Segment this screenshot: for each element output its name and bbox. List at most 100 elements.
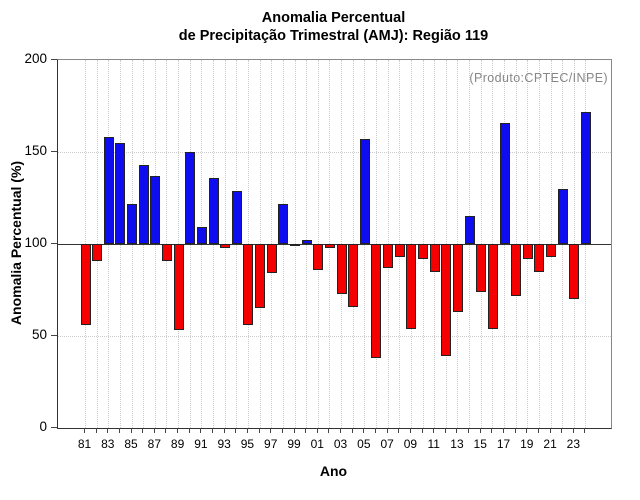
y-tick-label: 150	[24, 143, 47, 158]
x-tick	[351, 428, 353, 433]
x-tick	[305, 428, 307, 433]
x-tick	[421, 428, 423, 433]
x-tick	[584, 428, 586, 433]
bar-23	[569, 244, 580, 300]
y-tick-label: 0	[39, 419, 47, 434]
x-tick-label: 21	[543, 437, 557, 451]
x-tick	[246, 428, 248, 433]
x-tick-label: 01	[310, 437, 324, 451]
y-tick	[51, 242, 57, 244]
chart-title-line2: de Precipitação Trimestral (AMJ): Região…	[178, 28, 489, 44]
bar-85	[127, 203, 138, 244]
x-tick	[328, 428, 330, 433]
x-tick	[165, 428, 167, 433]
bar-98	[278, 203, 289, 244]
x-tick	[84, 428, 85, 433]
x-tick	[514, 428, 516, 433]
bar-22	[557, 188, 568, 244]
bar-88	[161, 244, 172, 261]
x-tick-label: 81	[77, 437, 92, 451]
bar-08	[394, 244, 405, 257]
x-tick	[433, 428, 435, 433]
bar-82	[92, 244, 103, 261]
x-tick	[200, 428, 202, 433]
chart-title-line1: Anomalia Percentual	[261, 10, 406, 26]
x-tick-label: 99	[287, 437, 301, 451]
x-tick	[374, 428, 376, 433]
bar-90	[185, 152, 196, 244]
x-tick-label: 05	[357, 437, 371, 451]
x-tick-label: 09	[403, 437, 418, 451]
x-tick	[177, 428, 179, 433]
bar-96	[255, 244, 266, 309]
x-tick	[223, 428, 225, 433]
bar-01	[313, 244, 324, 270]
bar-17	[499, 122, 510, 244]
bar-99	[290, 244, 300, 246]
x-tick-label: 83	[101, 437, 115, 451]
x-tick-label: 17	[496, 437, 511, 451]
x-tick	[340, 428, 342, 433]
x-tick	[270, 428, 272, 433]
bar-21	[546, 244, 557, 257]
x-tick-label: 23	[566, 437, 581, 451]
x-tick	[456, 428, 458, 433]
x-tick-label: 07	[380, 437, 394, 451]
y-tick	[51, 58, 57, 60]
bar-19	[522, 244, 533, 259]
x-tick	[316, 428, 318, 433]
bar-81	[80, 244, 91, 325]
x-tick-label: 91	[194, 437, 208, 451]
x-tick	[212, 428, 214, 433]
bar-05	[359, 139, 370, 244]
y-tick	[51, 334, 57, 336]
y-tick	[51, 150, 57, 152]
x-tick-label: 19	[520, 437, 534, 451]
x-tick	[503, 428, 505, 433]
bar-13	[452, 244, 463, 313]
x-tick	[363, 428, 365, 433]
bar-10	[418, 244, 429, 259]
x-axis-label: Ano	[319, 463, 348, 479]
bar-89	[173, 244, 184, 331]
bar-14	[464, 216, 475, 244]
bar-93	[220, 244, 231, 248]
x-tick-label: 93	[217, 437, 231, 451]
bar-04	[348, 244, 359, 307]
x-tick-label: 95	[240, 437, 255, 451]
horizontal-gridline	[58, 151, 611, 153]
x-tick	[479, 428, 481, 433]
x-tick	[281, 428, 283, 433]
x-tick-label: 03	[333, 437, 348, 451]
bar-11	[429, 244, 440, 272]
bar-09	[406, 244, 417, 329]
bar-15	[476, 244, 487, 292]
x-tick	[549, 428, 551, 433]
x-tick-label: 89	[170, 437, 185, 451]
x-tick	[398, 428, 400, 433]
x-tick	[468, 428, 470, 433]
product-annotation: (Produto:CPTEC/INPE)	[469, 71, 608, 85]
bar-16	[487, 244, 498, 329]
x-tick-label: 87	[147, 437, 161, 451]
x-tick	[235, 428, 237, 433]
x-tick	[561, 428, 563, 433]
x-tick	[142, 428, 144, 433]
x-tick	[409, 428, 411, 433]
x-tick	[537, 428, 539, 433]
x-tick-label: 11	[427, 437, 440, 451]
chart-title: Anomalia Percentual de Precipitação Trim…	[57, 9, 610, 45]
x-tick	[107, 428, 109, 433]
y-tick-label: 100	[24, 235, 47, 250]
x-tick	[491, 428, 493, 433]
x-tick-label: 85	[124, 437, 138, 451]
x-tick	[130, 428, 132, 433]
x-tick	[118, 428, 120, 433]
bar-06	[371, 244, 382, 359]
bar-12	[441, 244, 452, 357]
y-tick	[51, 426, 57, 428]
bar-91	[196, 227, 207, 244]
y-tick-label: 50	[31, 327, 47, 342]
x-tick	[188, 428, 190, 433]
horizontal-gridline	[58, 335, 611, 337]
